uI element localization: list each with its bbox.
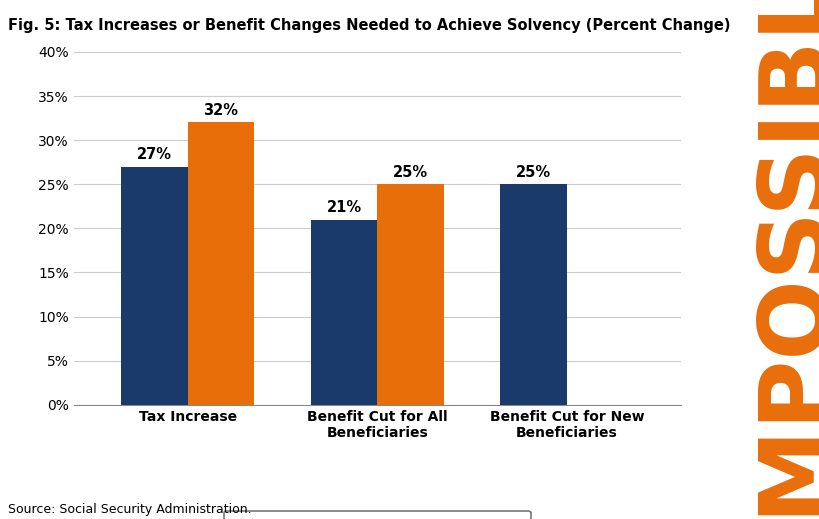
Text: IMPOSSIBLE: IMPOSSIBLE	[746, 0, 819, 519]
Bar	[377, 184, 443, 405]
Bar	[500, 184, 566, 405]
Text: 25%: 25%	[392, 165, 428, 180]
Bar	[188, 122, 254, 405]
Text: Fig. 5: Tax Increases or Benefit Changes Needed to Achieve Solvency (Percent Cha: Fig. 5: Tax Increases or Benefit Changes…	[8, 18, 730, 33]
Bar	[310, 220, 377, 405]
Bar	[121, 167, 188, 405]
Text: 32%: 32%	[203, 103, 238, 118]
Text: 21%: 21%	[326, 200, 361, 215]
Legend: Starting in 2024, Starting in 2035: Starting in 2024, Starting in 2035	[224, 511, 530, 519]
Text: 25%: 25%	[515, 165, 550, 180]
Text: Source: Social Security Administration.: Source: Social Security Administration.	[8, 503, 251, 516]
Text: 27%: 27%	[137, 147, 172, 162]
